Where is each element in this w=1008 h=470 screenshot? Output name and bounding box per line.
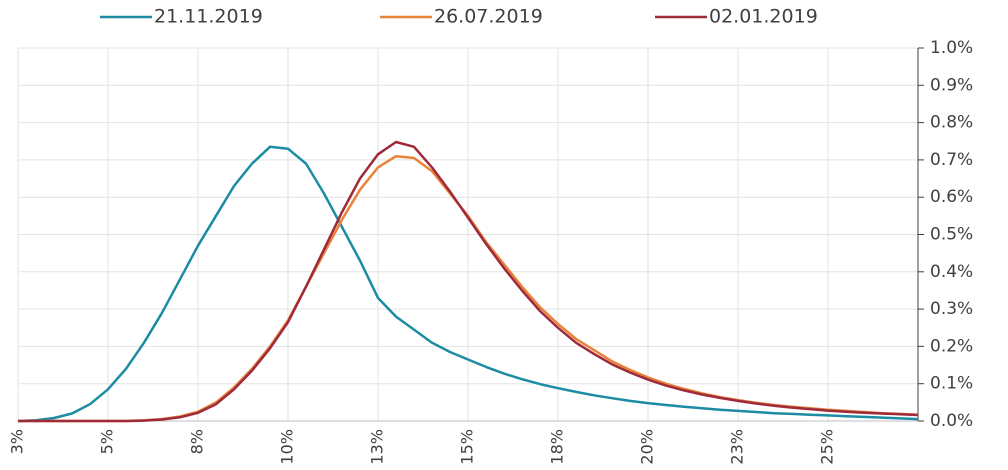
x-tick-label: 10% bbox=[278, 429, 297, 465]
y-tick-label: 0.4% bbox=[930, 262, 973, 282]
y-tick-label: 0.2% bbox=[930, 336, 973, 356]
x-tick-label: 15% bbox=[458, 429, 477, 465]
x-tick-label: 5% bbox=[98, 429, 117, 454]
x-tick-label: 25% bbox=[818, 429, 837, 465]
y-tick-label: 0.1% bbox=[930, 374, 973, 394]
y-tick-label: 0.3% bbox=[930, 299, 973, 319]
x-tick-label: 13% bbox=[368, 429, 387, 465]
y-tick-label: 0.8% bbox=[930, 113, 973, 133]
y-tick-label: 0.9% bbox=[930, 75, 973, 95]
legend-text: 21.11.2019 bbox=[154, 6, 263, 28]
x-tick-label: 3% bbox=[8, 429, 27, 454]
y-tick-label: 0.5% bbox=[930, 225, 973, 245]
legend-text: 02.01.2019 bbox=[709, 6, 818, 28]
y-tick-label: 0.7% bbox=[930, 150, 973, 170]
x-tick-label: 8% bbox=[188, 429, 207, 454]
y-tick-label: 0.0% bbox=[930, 411, 973, 431]
x-tick-label: 18% bbox=[548, 429, 567, 465]
y-tick-label: 1.0% bbox=[930, 38, 973, 58]
y-tick-label: 0.6% bbox=[930, 187, 973, 207]
legend-text: 26.07.2019 bbox=[434, 6, 543, 28]
series-line bbox=[17, 145, 919, 423]
x-tick-label: 20% bbox=[638, 429, 657, 465]
x-tick-label: 23% bbox=[728, 429, 747, 465]
series-line bbox=[18, 140, 919, 423]
